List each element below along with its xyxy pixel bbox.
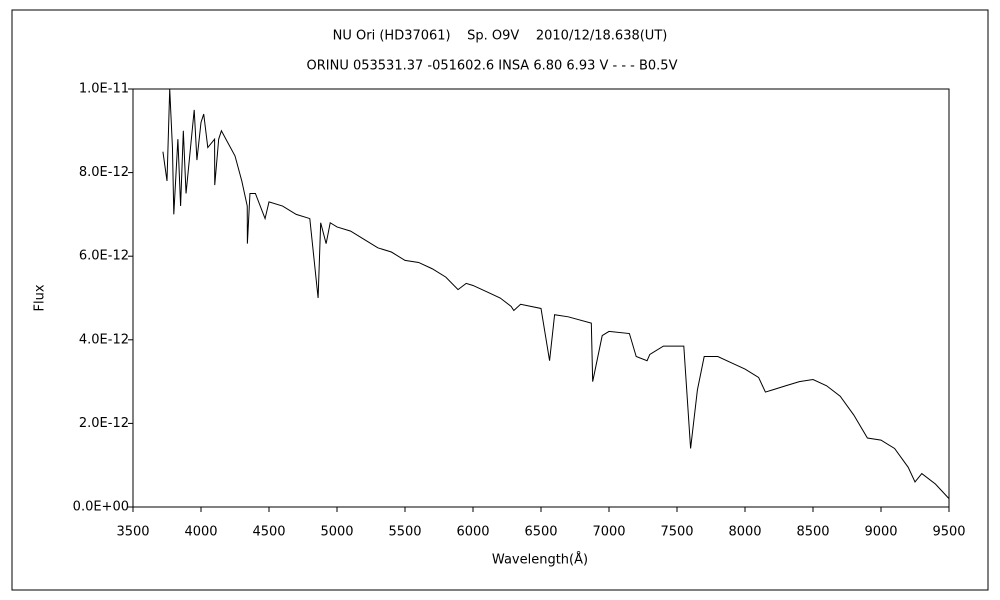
x-tick-label: 6000 [456, 525, 489, 540]
x-tick-label: 3500 [116, 525, 149, 540]
chart-title: NU Ori (HD37061) Sp. O9V 2010/12/18.638(… [333, 29, 668, 44]
x-tick-label: 8000 [728, 525, 761, 540]
x-axis-label: Wavelength(Å) [492, 552, 588, 568]
x-tick-label: 9500 [932, 525, 965, 540]
x-tick-label: 7000 [592, 525, 625, 540]
frame [11, 9, 989, 591]
y-tick-label: 8.0E-12 [79, 165, 129, 180]
x-tick-label: 9000 [864, 525, 897, 540]
x-tick-label: 8500 [796, 525, 829, 540]
y-tick-label: 1.0E-11 [79, 82, 129, 97]
y-tick-label: 6.0E-12 [79, 249, 129, 264]
x-tick-label: 6500 [524, 525, 557, 540]
x-tick-label: 4000 [184, 525, 217, 540]
y-axis-label: Flux [33, 284, 48, 311]
x-tick-label: 4500 [252, 525, 285, 540]
spectrum-line [162, 89, 949, 499]
y-tick-label: 2.0E-12 [79, 416, 129, 431]
y-tick-label: 0.0E+00 [73, 500, 129, 515]
chart-subtitle: ORINU 053531.37 -051602.6 INSA 6.80 6.93… [307, 59, 678, 74]
x-tick-label: 5000 [320, 525, 353, 540]
x-tick-label: 7500 [660, 525, 693, 540]
x-tick-label: 5500 [388, 525, 421, 540]
y-tick-label: 4.0E-12 [79, 332, 129, 347]
